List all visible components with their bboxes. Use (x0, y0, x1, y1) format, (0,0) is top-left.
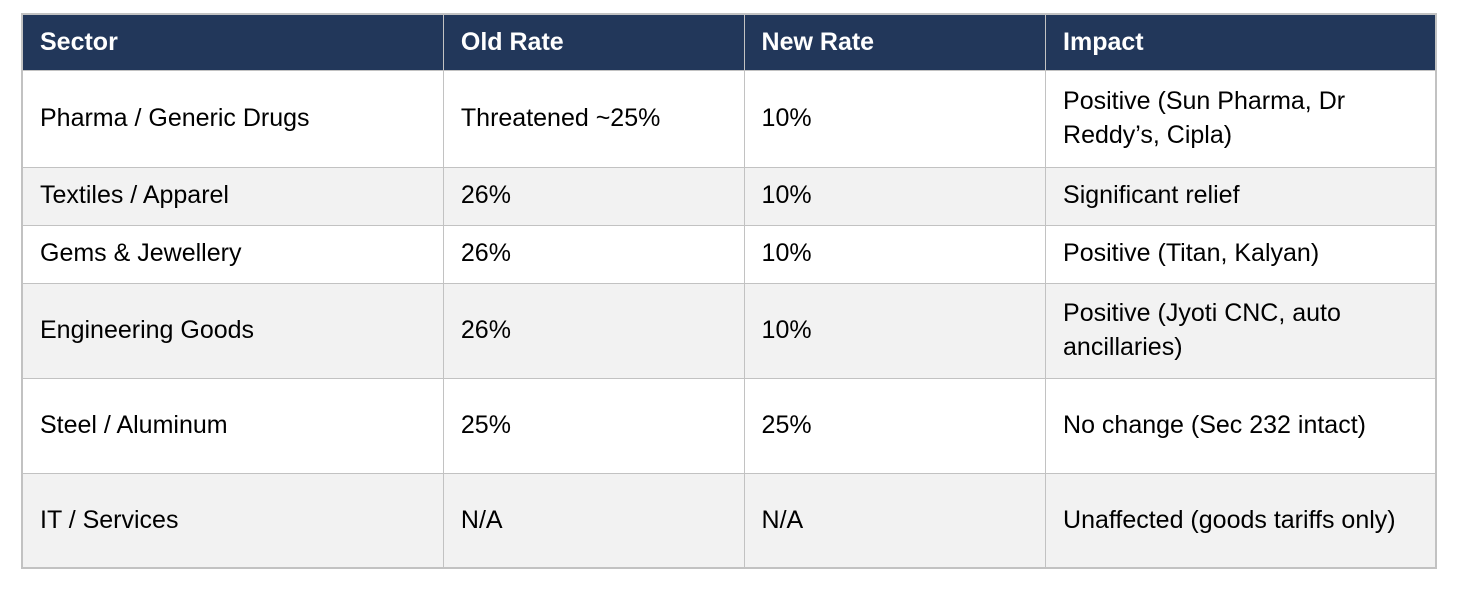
cell-new-rate: 10% (743, 224, 1047, 284)
cell-new-rate: 10% (743, 166, 1047, 226)
cell-sector: Pharma / Generic Drugs (21, 69, 444, 168)
table-row: IT / Services N/A N/A Unaffected (goods … (21, 472, 1437, 569)
table-row: Textiles / Apparel 26% 10% Significant r… (21, 166, 1437, 226)
table-row: Steel / Aluminum 25% 25% No change (Sec … (21, 377, 1437, 474)
table-row: Pharma / Generic Drugs Threatened ~25% 1… (21, 69, 1437, 168)
cell-impact: No change (Sec 232 intact) (1045, 377, 1437, 474)
table-body: Pharma / Generic Drugs Threatened ~25% 1… (21, 69, 1437, 569)
cell-sector: Engineering Goods (21, 282, 444, 379)
column-header-impact: Impact (1045, 13, 1437, 71)
cell-old-rate: 26% (442, 282, 745, 379)
cell-new-rate: 10% (743, 282, 1047, 379)
cell-new-rate: N/A (743, 472, 1047, 569)
cell-old-rate: 25% (442, 377, 745, 474)
cell-impact: Positive (Sun Pharma, Dr Reddy’s, Cipla) (1045, 69, 1437, 168)
table-row: Gems & Jewellery 26% 10% Positive (Titan… (21, 224, 1437, 284)
cell-sector: IT / Services (21, 472, 444, 569)
cell-sector: Gems & Jewellery (21, 224, 444, 284)
cell-impact: Positive (Titan, Kalyan) (1045, 224, 1437, 284)
cell-new-rate: 10% (743, 69, 1047, 168)
cell-impact: Positive (Jyoti CNC, auto ancillaries) (1045, 282, 1437, 379)
column-header-sector: Sector (21, 13, 444, 71)
cell-old-rate: 26% (442, 166, 745, 226)
column-header-old-rate: Old Rate (442, 13, 745, 71)
cell-new-rate: 25% (743, 377, 1047, 474)
column-header-new-rate: New Rate (743, 13, 1047, 71)
cell-old-rate: 26% (442, 224, 745, 284)
cell-impact: Unaffected (goods tariffs only) (1045, 472, 1437, 569)
cell-sector: Steel / Aluminum (21, 377, 444, 474)
tariff-impact-table: Sector Old Rate New Rate Impact Pharma /… (21, 13, 1437, 569)
table-row: Engineering Goods 26% 10% Positive (Jyot… (21, 282, 1437, 379)
cell-impact: Significant relief (1045, 166, 1437, 226)
cell-old-rate: Threatened ~25% (442, 69, 745, 168)
cell-old-rate: N/A (442, 472, 745, 569)
header-row: Sector Old Rate New Rate Impact (21, 13, 1437, 71)
cell-sector: Textiles / Apparel (21, 166, 444, 226)
table-header: Sector Old Rate New Rate Impact (21, 13, 1437, 71)
